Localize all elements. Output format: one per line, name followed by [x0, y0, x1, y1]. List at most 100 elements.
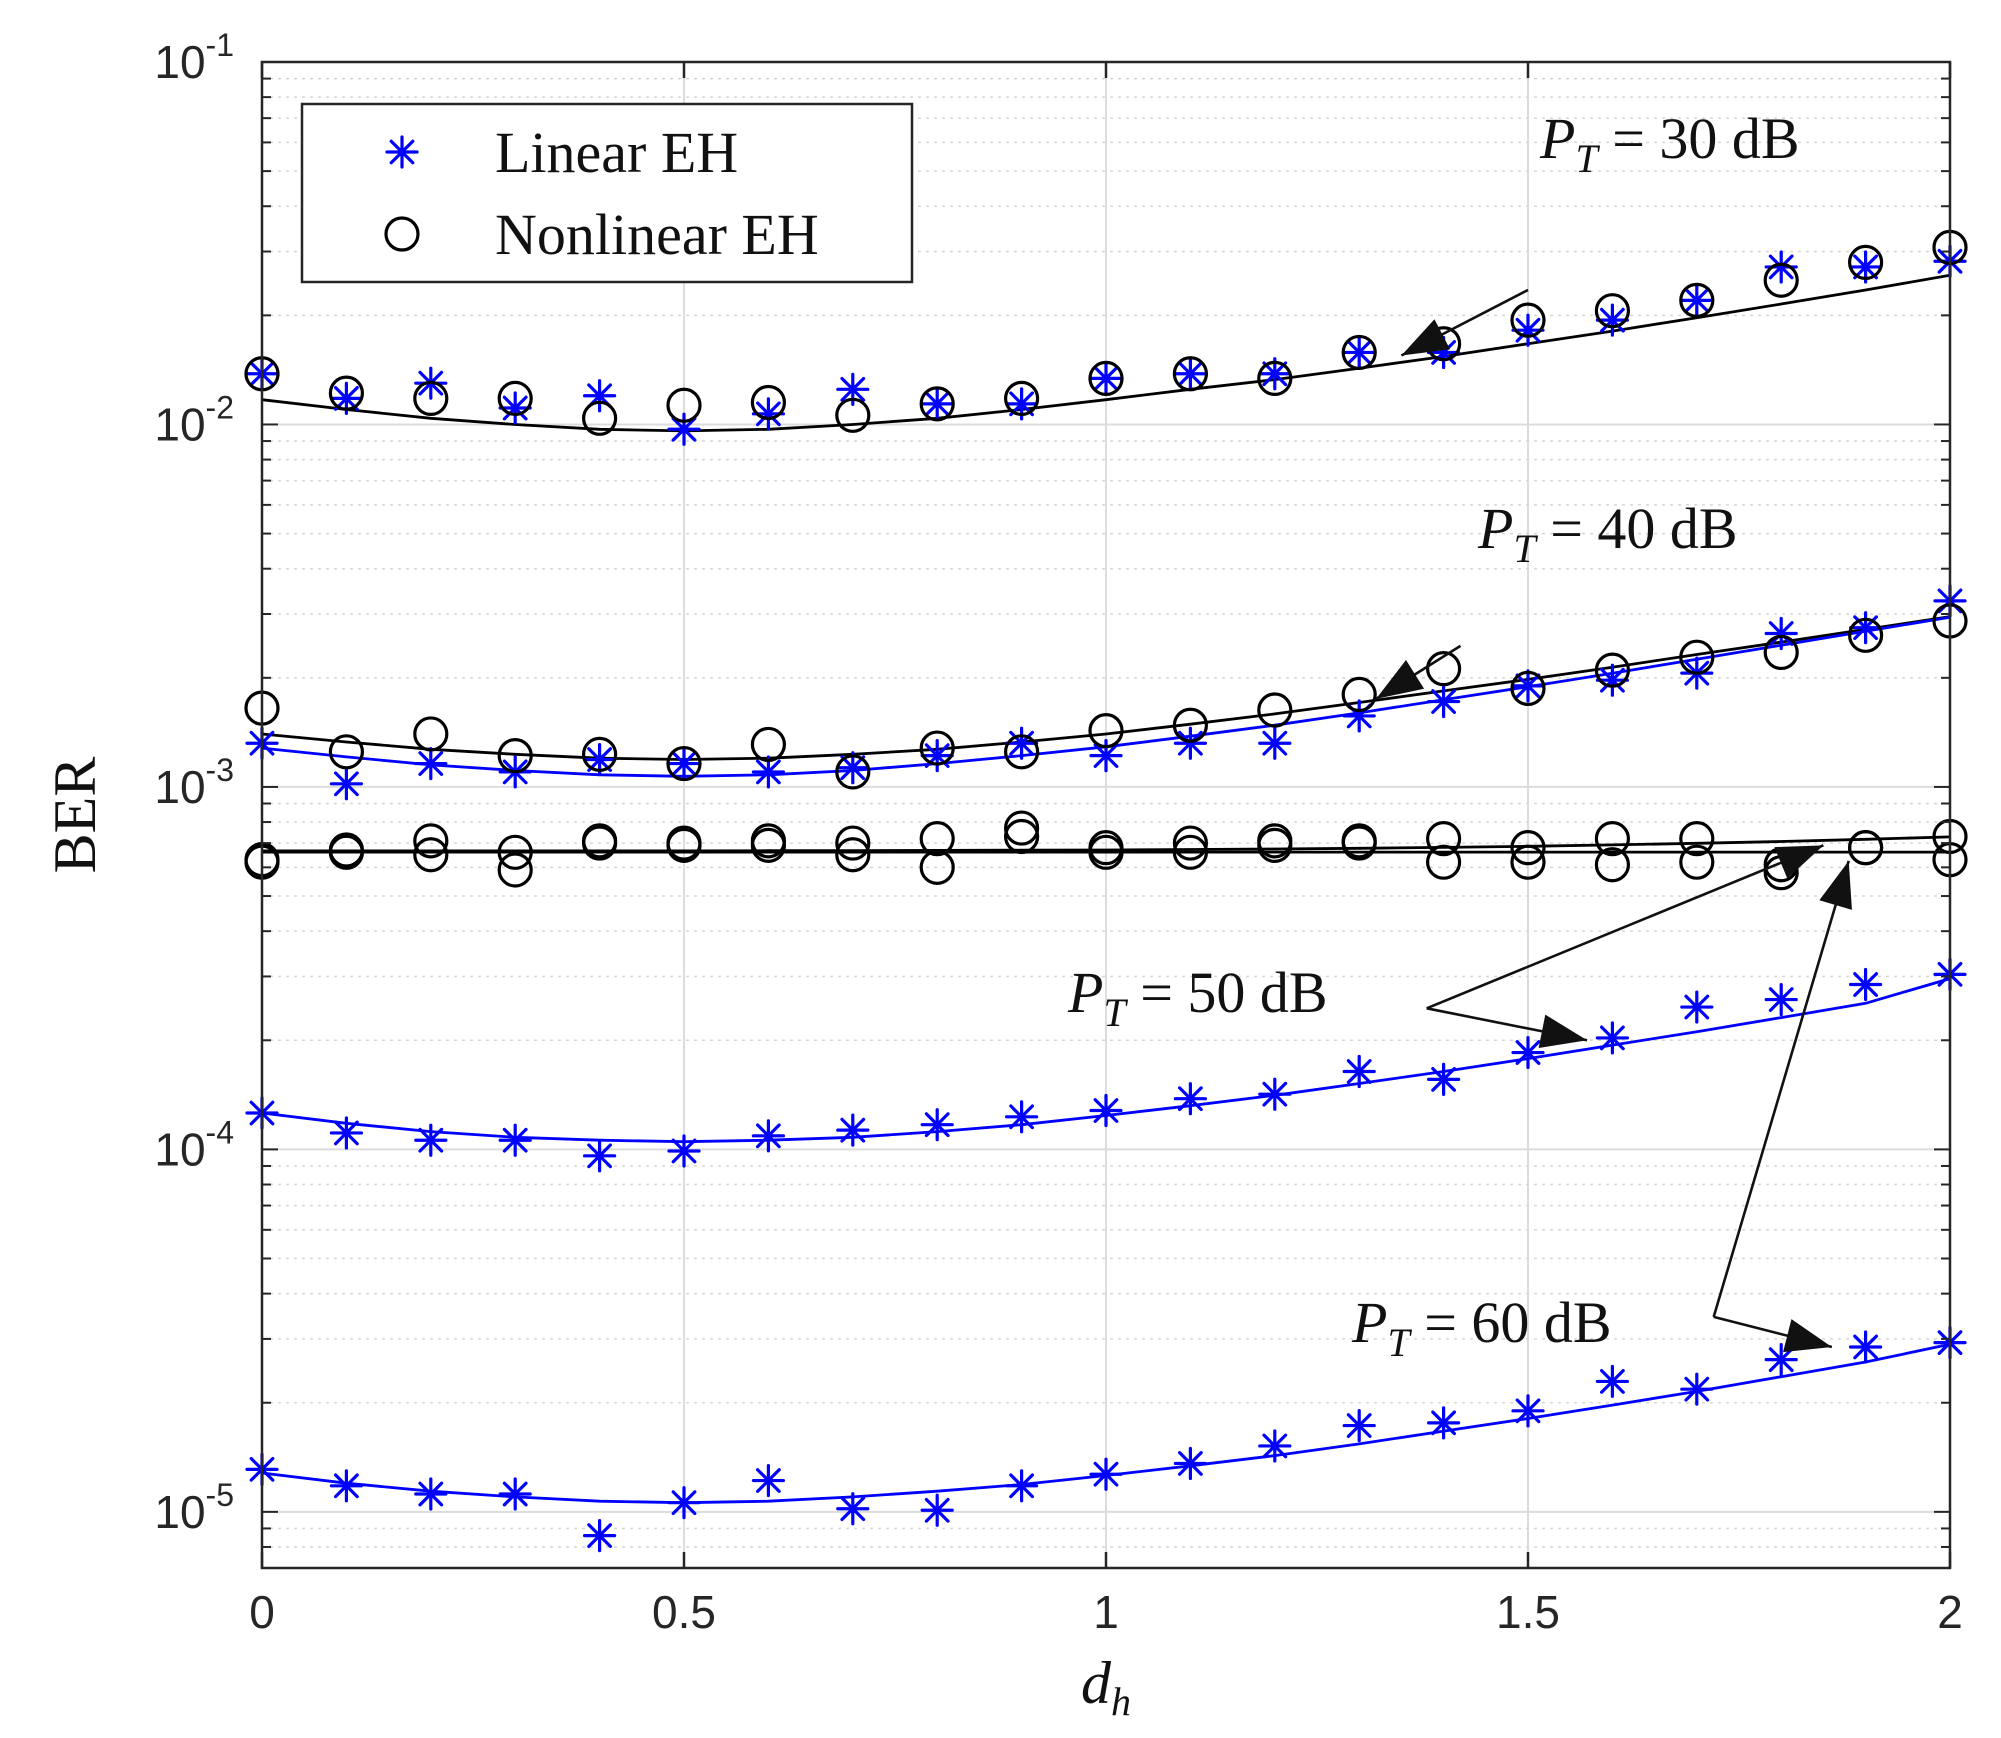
linear-eh-point — [1680, 283, 1714, 317]
annotation-label-pt60: PT = 60 dB — [1351, 1290, 1612, 1365]
nonlinear-eh-point — [666, 827, 702, 863]
nonlinear-eh-point — [413, 837, 449, 873]
linear-eh-point — [1173, 357, 1208, 391]
nonlinear-eh-point — [1763, 634, 1799, 671]
annotation-pt50: PT = 50 dB — [1067, 844, 1824, 1048]
linear-eh-point — [920, 387, 954, 421]
nonlinear-eh-point — [1425, 821, 1462, 857]
linear-eh-point — [1511, 1035, 1545, 1070]
asterisk-stroke — [502, 1127, 528, 1153]
linear-eh-point — [1342, 1054, 1376, 1089]
nonlinear-eh-point — [497, 380, 533, 417]
asterisk-stroke — [755, 1123, 781, 1149]
linear-eh-point — [1173, 1082, 1208, 1116]
asterisk-stroke — [1093, 743, 1119, 769]
linear-eh-point — [1342, 335, 1376, 370]
nonlinear-eh-point — [1847, 830, 1884, 866]
annotation-arrowhead-icon — [1783, 1319, 1832, 1353]
linear-eh-point — [1680, 990, 1714, 1024]
annotation-arrowhead-icon — [1401, 319, 1451, 356]
asterisk-stroke — [924, 391, 950, 417]
nonlinear-eh-point — [581, 825, 618, 861]
nonlinear-eh-point — [1510, 844, 1546, 880]
x-tick-label: 0.5 — [652, 1586, 716, 1638]
annotation-label-pt50: PT = 50 dB — [1067, 960, 1328, 1035]
annotation-arrowhead-icon — [1819, 860, 1852, 910]
asterisk-stroke — [1177, 730, 1203, 756]
linear-eh-point — [1089, 361, 1123, 395]
x-tick-label: 1 — [1093, 1586, 1119, 1638]
asterisk-stroke — [334, 1473, 359, 1499]
asterisk-stroke — [1431, 689, 1457, 714]
nonlinear-eh-point — [1679, 844, 1715, 880]
asterisk-stroke — [1262, 730, 1288, 756]
asterisk-stroke — [587, 1523, 613, 1548]
nonlinear-eh-point — [1003, 810, 1040, 846]
asterisk-stroke — [587, 747, 613, 772]
asterisk-stroke — [502, 1481, 528, 1507]
legend-asterisk-glyph — [385, 135, 419, 169]
nonlinear-eh-point — [835, 825, 871, 861]
analytical-curve — [261, 615, 1951, 761]
linear-eh-point — [329, 1469, 363, 1503]
asterisk-stroke — [1599, 307, 1625, 333]
linear-eh-point — [1426, 1406, 1461, 1440]
nonlinear-eh-point — [497, 852, 533, 888]
asterisk-stroke — [418, 751, 444, 776]
nonlinear-eh-point — [1510, 830, 1546, 866]
annotation-arrow-line — [1426, 844, 1824, 1010]
y-tick-base: 10 — [154, 398, 205, 450]
nonlinear-eh-point — [581, 736, 618, 772]
asterisk-stroke — [755, 401, 781, 427]
nonlinear-eh-point — [919, 386, 955, 422]
nonlinear-eh-point — [1425, 844, 1462, 880]
asterisk-stroke — [1684, 994, 1710, 1020]
annotation-value: = 50 dB — [1126, 960, 1328, 1025]
nonlinear-eh-point — [750, 827, 787, 863]
linear-eh-point — [667, 746, 701, 781]
asterisk-stroke — [1093, 365, 1119, 391]
asterisk-stroke — [1177, 361, 1203, 387]
nonlinear-eh-point — [919, 821, 955, 857]
nonlinear-eh-point — [1341, 676, 1377, 712]
asterisk-stroke — [1853, 1334, 1879, 1360]
y-tick-label: 10-5 — [154, 1477, 234, 1538]
linear-eh-point — [836, 751, 870, 785]
annotation-symbol: P — [1477, 496, 1513, 561]
asterisk-stroke — [755, 759, 781, 785]
y-tick-exponent: -5 — [206, 1477, 234, 1513]
y-tick-base: 10 — [154, 761, 205, 813]
linear-eh-point — [1595, 303, 1630, 337]
asterisk-stroke — [840, 376, 866, 402]
legend-asterisk-icon — [385, 135, 419, 169]
nonlinear-eh-point — [835, 397, 871, 433]
linear-eh-point — [1089, 1457, 1123, 1491]
annotation-subscript: T — [1387, 1320, 1412, 1365]
nonlinear-eh-point — [1594, 293, 1631, 329]
nonlinear-eh-point — [919, 730, 955, 766]
asterisk-stroke — [840, 1117, 866, 1143]
nonlinear-eh-point — [1172, 834, 1209, 870]
linear-eh-point — [1173, 726, 1208, 760]
linear-eh-point — [498, 391, 532, 425]
nonlinear-eh-point — [1172, 707, 1209, 743]
linear-eh-point — [1595, 1021, 1630, 1055]
linear-eh-point — [1764, 982, 1798, 1017]
nonlinear-eh-point — [1003, 380, 1040, 417]
nonlinear-eh-point — [1172, 356, 1209, 392]
nonlinear-eh-point — [413, 716, 449, 752]
asterisk-stroke — [671, 1138, 697, 1164]
nonlinear-eh-point — [1679, 821, 1715, 857]
nonlinear-eh-point — [328, 375, 364, 411]
tick-layer: 0 0.5 1 1.5 210-110-210-310-410-5 — [154, 27, 1962, 1638]
annotation-arrowhead-icon — [1376, 659, 1425, 699]
asterisk-stroke — [1853, 254, 1879, 280]
asterisk-stroke — [418, 1481, 444, 1507]
nonlinear-eh-point — [1003, 818, 1040, 855]
nonlinear-eh-point — [1594, 652, 1631, 688]
legend-circle-icon — [384, 216, 420, 252]
linear-eh-point — [329, 767, 363, 801]
asterisk-stroke — [1599, 1025, 1625, 1051]
y-tick-base: 10 — [154, 36, 205, 88]
nonlinear-eh-point — [1257, 827, 1293, 863]
